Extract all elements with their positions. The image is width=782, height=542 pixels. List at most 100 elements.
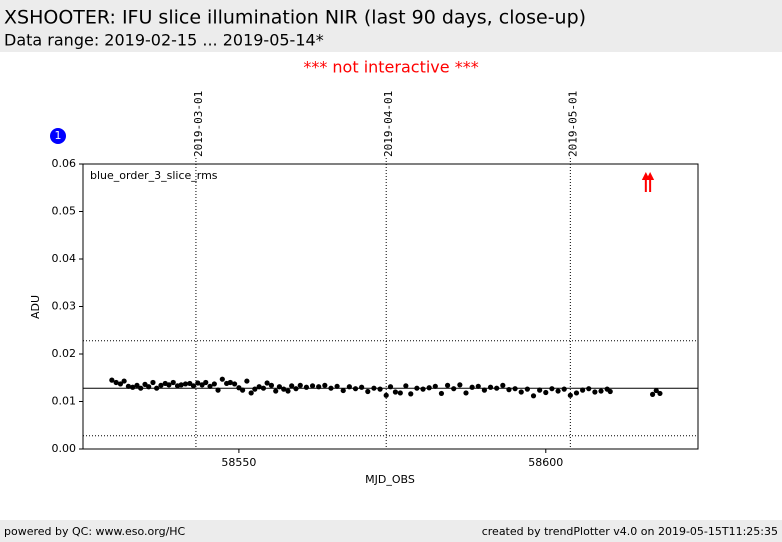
header-band bbox=[0, 0, 782, 52]
data-point bbox=[130, 384, 136, 390]
data-point bbox=[438, 390, 445, 397]
y-axis-label: ADU bbox=[29, 295, 42, 319]
data-point bbox=[187, 380, 193, 387]
data-point bbox=[518, 389, 524, 395]
data-point bbox=[211, 381, 217, 387]
data-point bbox=[377, 386, 383, 392]
data-point bbox=[451, 386, 457, 392]
data-point bbox=[281, 386, 287, 392]
data-point bbox=[403, 383, 409, 389]
data-point bbox=[178, 382, 184, 388]
data-point bbox=[146, 384, 152, 390]
footer-left: powered by QC: www.eso.org/HC bbox=[4, 525, 186, 538]
data-point bbox=[561, 386, 567, 392]
data-point bbox=[469, 384, 475, 390]
y-tick-label: 0.05 bbox=[52, 205, 77, 218]
data-point bbox=[500, 382, 506, 388]
data-point bbox=[113, 379, 119, 386]
data-point bbox=[383, 392, 389, 398]
data-point bbox=[219, 376, 225, 382]
data-point bbox=[316, 384, 322, 390]
data-point bbox=[150, 379, 156, 386]
outlier-arrow bbox=[646, 172, 655, 192]
page-subtitle: Data range: 2019-02-15 ... 2019-05-14* bbox=[4, 31, 324, 50]
data-point bbox=[293, 386, 299, 392]
data-point bbox=[487, 384, 494, 390]
x-tick-label: 58550 bbox=[221, 456, 256, 469]
data-point bbox=[506, 387, 512, 393]
data-point bbox=[346, 384, 352, 390]
data-point bbox=[256, 384, 262, 390]
data-point bbox=[309, 383, 316, 389]
data-point bbox=[138, 385, 144, 391]
data-point bbox=[195, 380, 201, 386]
outlier-arrow-head bbox=[646, 172, 655, 180]
x-axis-label: MJD_OBS bbox=[365, 473, 415, 486]
data-point bbox=[303, 384, 310, 390]
data-point bbox=[555, 388, 561, 394]
data-point bbox=[512, 386, 518, 392]
badge-label: 1 bbox=[55, 129, 62, 142]
data-point bbox=[215, 387, 221, 393]
data-point bbox=[494, 385, 500, 391]
data-point bbox=[121, 378, 127, 384]
data-point bbox=[457, 382, 463, 388]
data-point bbox=[408, 391, 414, 397]
data-point bbox=[426, 385, 432, 391]
data-point bbox=[182, 381, 189, 387]
data-point bbox=[289, 383, 295, 389]
data-point bbox=[444, 382, 451, 388]
x-tick-label: 58600 bbox=[528, 456, 563, 469]
data-point bbox=[414, 385, 420, 391]
y-tick-label: 0.01 bbox=[52, 395, 77, 408]
data-point bbox=[134, 382, 140, 388]
annotation: blue_order_3_slice_rms bbox=[90, 169, 218, 182]
data-point bbox=[481, 387, 488, 393]
data-point bbox=[170, 379, 176, 386]
data-point bbox=[397, 390, 403, 396]
data-point bbox=[530, 393, 537, 399]
data-point bbox=[592, 389, 598, 395]
data-point bbox=[653, 387, 659, 394]
data-point bbox=[227, 379, 233, 386]
data-point bbox=[207, 383, 213, 389]
data-point bbox=[352, 386, 359, 392]
data-point bbox=[268, 382, 275, 388]
data-point bbox=[432, 383, 438, 389]
data-point bbox=[260, 385, 267, 391]
data-point bbox=[297, 382, 303, 388]
data-point bbox=[199, 382, 205, 388]
data-point bbox=[166, 382, 172, 388]
data-point bbox=[573, 390, 580, 396]
data-point bbox=[475, 383, 481, 389]
data-point bbox=[273, 388, 279, 394]
page-title: XSHOOTER: IFU slice illumination NIR (la… bbox=[4, 7, 586, 29]
data-point bbox=[232, 381, 238, 387]
data-point bbox=[657, 390, 663, 397]
y-tick-label: 0.03 bbox=[52, 300, 77, 313]
y-tick-label: 0.00 bbox=[52, 442, 77, 455]
data-point bbox=[248, 390, 254, 396]
data-point bbox=[607, 388, 613, 395]
data-point bbox=[142, 381, 148, 387]
date-tick-label: 2019-05-01 bbox=[566, 91, 579, 157]
data-point bbox=[236, 385, 242, 391]
data-point bbox=[598, 388, 604, 394]
plot-frame bbox=[82, 163, 699, 450]
footer-right: created by trendPlotter v4.0 on 2019-05-… bbox=[482, 525, 778, 538]
data-point bbox=[387, 384, 394, 390]
date-tick-label: 2019-04-01 bbox=[382, 91, 395, 157]
footer-band bbox=[0, 520, 782, 542]
data-point bbox=[340, 387, 346, 394]
y-tick-label: 0.06 bbox=[52, 157, 77, 170]
date-tick-label: 2019-03-01 bbox=[192, 91, 205, 157]
data-point bbox=[190, 383, 197, 389]
data-point bbox=[371, 385, 377, 391]
data-point bbox=[109, 377, 115, 383]
data-point bbox=[244, 378, 250, 384]
data-point bbox=[359, 384, 365, 390]
data-point bbox=[328, 385, 334, 391]
y-tick-label: 0.02 bbox=[52, 347, 77, 360]
badge-circle bbox=[50, 128, 66, 144]
